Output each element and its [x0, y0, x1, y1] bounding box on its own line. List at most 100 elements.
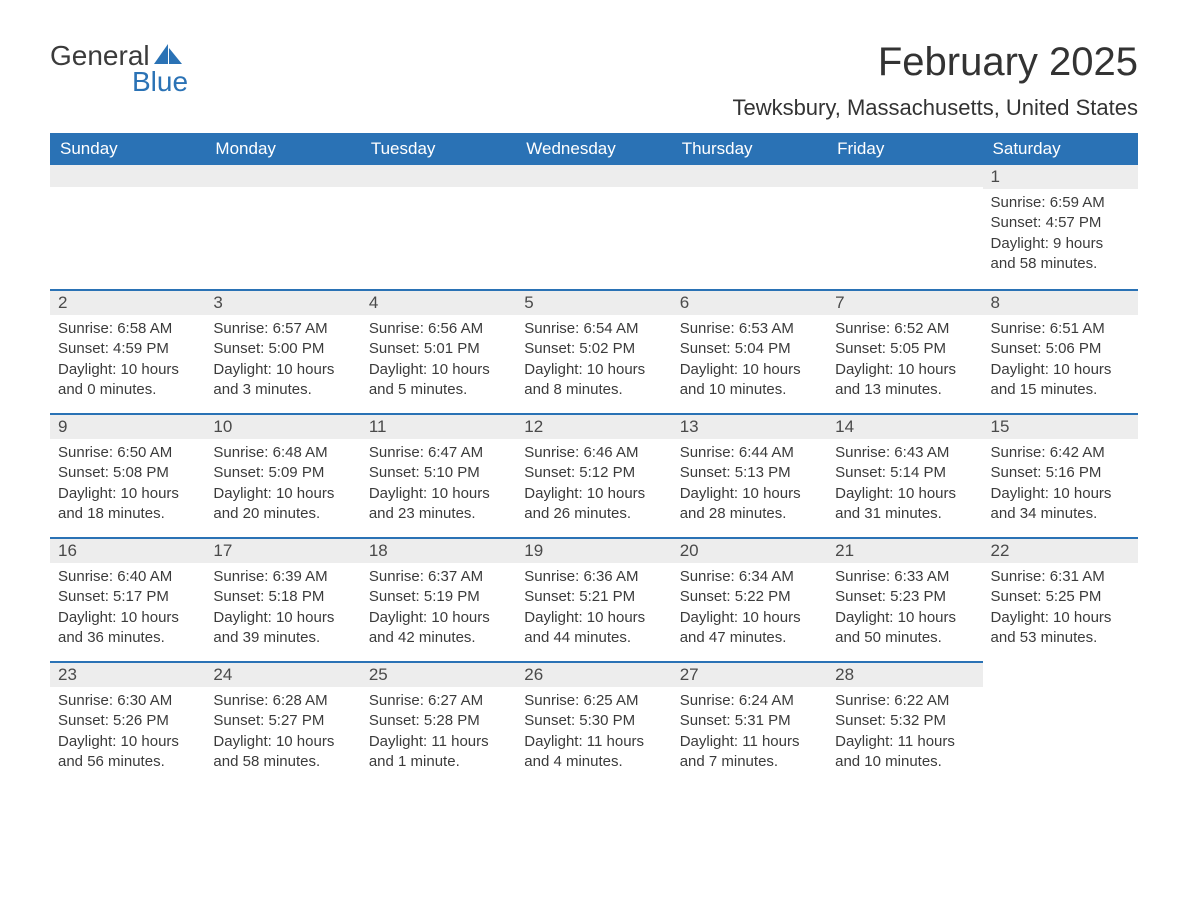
day-cell	[827, 165, 982, 289]
week-row: 23Sunrise: 6:30 AMSunset: 5:26 PMDayligh…	[50, 661, 1138, 785]
day-number: 7	[827, 289, 982, 315]
sunset-text: Sunset: 5:28 PM	[369, 711, 508, 731]
daylight-text: Daylight: 10 hours and 23 minutes.	[369, 484, 508, 525]
day-cell: 20Sunrise: 6:34 AMSunset: 5:22 PMDayligh…	[672, 537, 827, 661]
sunrise-text: Sunrise: 6:53 AM	[680, 319, 819, 339]
daylight-text: Daylight: 10 hours and 36 minutes.	[58, 608, 197, 649]
sunrise-text: Sunrise: 6:27 AM	[369, 691, 508, 711]
daylight-text: Daylight: 10 hours and 34 minutes.	[991, 484, 1130, 525]
empty-day	[672, 165, 827, 187]
daylight-text: Daylight: 10 hours and 58 minutes.	[213, 732, 352, 773]
daylight-text: Daylight: 10 hours and 26 minutes.	[524, 484, 663, 525]
day-number: 1	[983, 165, 1138, 189]
empty-day	[205, 165, 360, 187]
day-cell: 27Sunrise: 6:24 AMSunset: 5:31 PMDayligh…	[672, 661, 827, 785]
day-details: Sunrise: 6:54 AMSunset: 5:02 PMDaylight:…	[516, 315, 671, 408]
day-number: 16	[50, 537, 205, 563]
sunset-text: Sunset: 5:16 PM	[991, 463, 1130, 483]
daylight-text: Daylight: 10 hours and 15 minutes.	[991, 360, 1130, 401]
day-cell: 19Sunrise: 6:36 AMSunset: 5:21 PMDayligh…	[516, 537, 671, 661]
sunset-text: Sunset: 5:26 PM	[58, 711, 197, 731]
day-details: Sunrise: 6:53 AMSunset: 5:04 PMDaylight:…	[672, 315, 827, 408]
sunrise-text: Sunrise: 6:56 AM	[369, 319, 508, 339]
daylight-text: Daylight: 10 hours and 47 minutes.	[680, 608, 819, 649]
sunrise-text: Sunrise: 6:42 AM	[991, 443, 1130, 463]
day-number: 17	[205, 537, 360, 563]
day-cell: 10Sunrise: 6:48 AMSunset: 5:09 PMDayligh…	[205, 413, 360, 537]
day-cell: 4Sunrise: 6:56 AMSunset: 5:01 PMDaylight…	[361, 289, 516, 413]
day-cell: 23Sunrise: 6:30 AMSunset: 5:26 PMDayligh…	[50, 661, 205, 785]
day-details: Sunrise: 6:40 AMSunset: 5:17 PMDaylight:…	[50, 563, 205, 656]
sunrise-text: Sunrise: 6:57 AM	[213, 319, 352, 339]
day-details: Sunrise: 6:39 AMSunset: 5:18 PMDaylight:…	[205, 563, 360, 656]
sunset-text: Sunset: 5:27 PM	[213, 711, 352, 731]
location: Tewksbury, Massachusetts, United States	[732, 95, 1138, 121]
day-details: Sunrise: 6:30 AMSunset: 5:26 PMDaylight:…	[50, 687, 205, 780]
sunset-text: Sunset: 4:57 PM	[991, 213, 1130, 233]
sunset-text: Sunset: 5:06 PM	[991, 339, 1130, 359]
day-number: 14	[827, 413, 982, 439]
sunrise-text: Sunrise: 6:40 AM	[58, 567, 197, 587]
sunrise-text: Sunrise: 6:54 AM	[524, 319, 663, 339]
daylight-text: Daylight: 9 hours and 58 minutes.	[991, 234, 1130, 275]
daylight-text: Daylight: 11 hours and 10 minutes.	[835, 732, 974, 773]
calendar-body: 1Sunrise: 6:59 AMSunset: 4:57 PMDaylight…	[50, 165, 1138, 785]
day-number: 6	[672, 289, 827, 315]
day-cell	[516, 165, 671, 289]
day-cell: 1Sunrise: 6:59 AMSunset: 4:57 PMDaylight…	[983, 165, 1138, 289]
day-number: 22	[983, 537, 1138, 563]
day-details: Sunrise: 6:37 AMSunset: 5:19 PMDaylight:…	[361, 563, 516, 656]
weekday-header: SundayMondayTuesdayWednesdayThursdayFrid…	[50, 133, 1138, 165]
day-number: 20	[672, 537, 827, 563]
sunrise-text: Sunrise: 6:31 AM	[991, 567, 1130, 587]
day-number: 19	[516, 537, 671, 563]
sunset-text: Sunset: 5:31 PM	[680, 711, 819, 731]
day-details: Sunrise: 6:48 AMSunset: 5:09 PMDaylight:…	[205, 439, 360, 532]
weekday-col-wednesday: Wednesday	[516, 133, 671, 165]
sunrise-text: Sunrise: 6:50 AM	[58, 443, 197, 463]
sunset-text: Sunset: 5:17 PM	[58, 587, 197, 607]
day-cell: 18Sunrise: 6:37 AMSunset: 5:19 PMDayligh…	[361, 537, 516, 661]
day-cell: 16Sunrise: 6:40 AMSunset: 5:17 PMDayligh…	[50, 537, 205, 661]
day-details: Sunrise: 6:36 AMSunset: 5:21 PMDaylight:…	[516, 563, 671, 656]
calendar-table: SundayMondayTuesdayWednesdayThursdayFrid…	[50, 133, 1138, 785]
day-cell: 11Sunrise: 6:47 AMSunset: 5:10 PMDayligh…	[361, 413, 516, 537]
day-cell	[205, 165, 360, 289]
sunset-text: Sunset: 5:18 PM	[213, 587, 352, 607]
week-row: 2Sunrise: 6:58 AMSunset: 4:59 PMDaylight…	[50, 289, 1138, 413]
daylight-text: Daylight: 10 hours and 56 minutes.	[58, 732, 197, 773]
daylight-text: Daylight: 10 hours and 28 minutes.	[680, 484, 819, 525]
sunset-text: Sunset: 5:02 PM	[524, 339, 663, 359]
daylight-text: Daylight: 10 hours and 42 minutes.	[369, 608, 508, 649]
day-details: Sunrise: 6:33 AMSunset: 5:23 PMDaylight:…	[827, 563, 982, 656]
day-number: 10	[205, 413, 360, 439]
day-cell: 26Sunrise: 6:25 AMSunset: 5:30 PMDayligh…	[516, 661, 671, 785]
day-details: Sunrise: 6:28 AMSunset: 5:27 PMDaylight:…	[205, 687, 360, 780]
daylight-text: Daylight: 10 hours and 20 minutes.	[213, 484, 352, 525]
weekday-col-monday: Monday	[205, 133, 360, 165]
day-cell: 8Sunrise: 6:51 AMSunset: 5:06 PMDaylight…	[983, 289, 1138, 413]
sunrise-text: Sunrise: 6:47 AM	[369, 443, 508, 463]
day-number: 13	[672, 413, 827, 439]
sunrise-text: Sunrise: 6:28 AM	[213, 691, 352, 711]
day-cell: 5Sunrise: 6:54 AMSunset: 5:02 PMDaylight…	[516, 289, 671, 413]
day-number: 24	[205, 661, 360, 687]
sunset-text: Sunset: 5:23 PM	[835, 587, 974, 607]
sunset-text: Sunset: 5:01 PM	[369, 339, 508, 359]
day-cell: 17Sunrise: 6:39 AMSunset: 5:18 PMDayligh…	[205, 537, 360, 661]
day-details: Sunrise: 6:50 AMSunset: 5:08 PMDaylight:…	[50, 439, 205, 532]
day-details: Sunrise: 6:51 AMSunset: 5:06 PMDaylight:…	[983, 315, 1138, 408]
day-number: 25	[361, 661, 516, 687]
day-cell: 12Sunrise: 6:46 AMSunset: 5:12 PMDayligh…	[516, 413, 671, 537]
day-number: 2	[50, 289, 205, 315]
sunset-text: Sunset: 5:05 PM	[835, 339, 974, 359]
week-row: 16Sunrise: 6:40 AMSunset: 5:17 PMDayligh…	[50, 537, 1138, 661]
sunrise-text: Sunrise: 6:34 AM	[680, 567, 819, 587]
sunset-text: Sunset: 5:12 PM	[524, 463, 663, 483]
sunrise-text: Sunrise: 6:39 AM	[213, 567, 352, 587]
empty-day	[361, 165, 516, 187]
daylight-text: Daylight: 10 hours and 31 minutes.	[835, 484, 974, 525]
day-number: 28	[827, 661, 982, 687]
sunset-text: Sunset: 5:32 PM	[835, 711, 974, 731]
day-number: 8	[983, 289, 1138, 315]
